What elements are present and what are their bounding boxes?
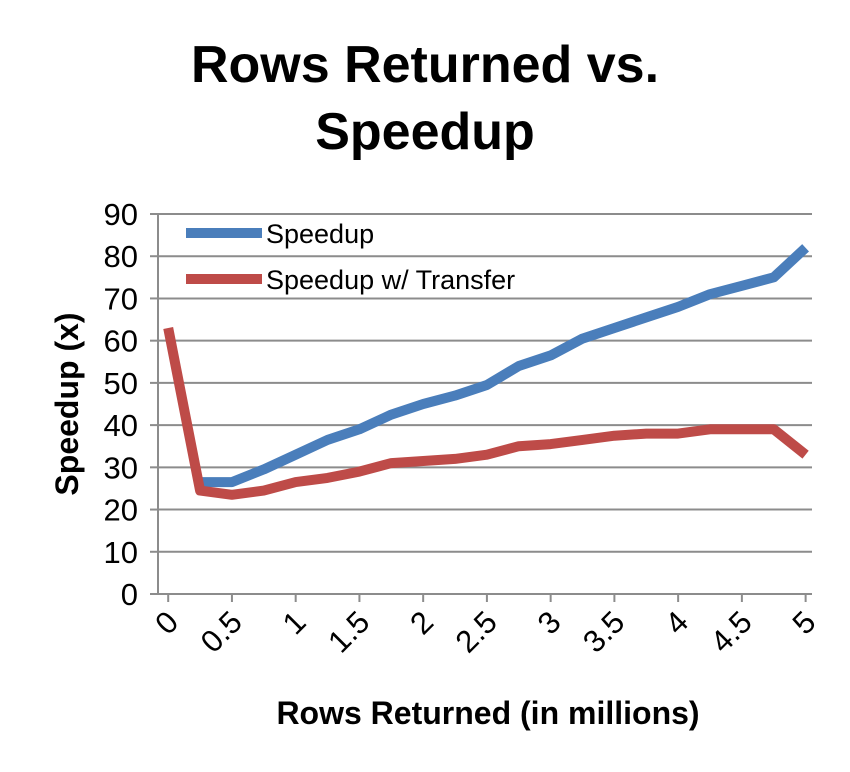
- y-tick-label: 20: [104, 493, 138, 528]
- x-tick-label: 3.5: [576, 604, 631, 659]
- x-tick-label: 4: [658, 604, 695, 641]
- x-tick-labels: 0 0.5 1 1.5 2 2.5 3 3.5 4 4.5 5: [148, 604, 822, 659]
- x-tick-label: 2: [403, 604, 440, 641]
- x-tick-label: 0.5: [194, 604, 249, 659]
- y-tick-labels: 0 10 20 30 40 50 60 70 80 90: [104, 197, 138, 612]
- x-tick-label: 1.5: [321, 604, 376, 659]
- x-tick-label: 0: [148, 604, 185, 641]
- y-tick-label: 30: [104, 450, 138, 485]
- series-line-2: [163, 327, 809, 500]
- legend-label-1: Speedup: [266, 219, 374, 249]
- legend: Speedup Speedup w/ Transfer: [186, 219, 515, 295]
- y-axis-title: Speedup (x): [49, 312, 85, 495]
- y-tick-label: 80: [104, 239, 138, 274]
- series-lines: [163, 244, 810, 500]
- y-tick-label: 40: [104, 408, 138, 443]
- y-tick-label: 70: [104, 281, 138, 316]
- y-tick-label: 50: [104, 366, 138, 401]
- x-tick-label: 5: [786, 604, 823, 641]
- chart-title-line-1: Rows Returned vs.: [191, 36, 659, 94]
- x-tick-label: 4.5: [704, 604, 759, 659]
- series-line-1: [200, 244, 810, 488]
- y-tick-label: 10: [104, 535, 138, 570]
- x-tick-label: 2.5: [449, 604, 504, 659]
- y-tick-label: 0: [121, 577, 138, 612]
- chart-title-line-2: Speedup: [315, 103, 535, 161]
- legend-label-2: Speedup w/ Transfer: [266, 265, 515, 295]
- x-tick-label: 1: [276, 604, 313, 641]
- y-tick-label: 90: [104, 197, 138, 232]
- axes: [150, 213, 812, 602]
- x-axis-title: Rows Returned (in millions): [276, 695, 699, 731]
- x-tick-label: 3: [531, 604, 568, 641]
- y-tick-label: 60: [104, 324, 138, 359]
